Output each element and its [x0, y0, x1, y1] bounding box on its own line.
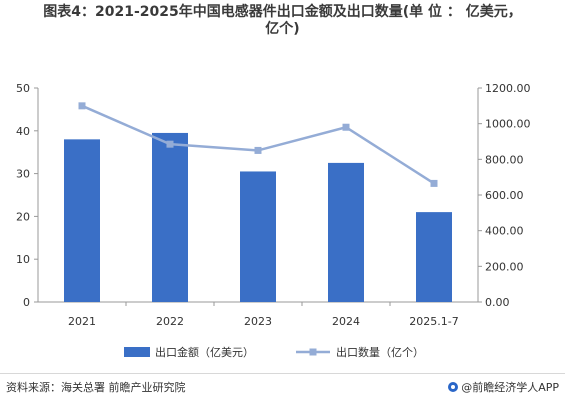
legend-label-bar: 出口金额（亿美元）	[155, 345, 254, 359]
chart-axes: 0 10 20 30 40 50 0.00 200.00 400.00 600.00 800.00 1…	[16, 82, 531, 328]
line-point	[430, 179, 438, 187]
left-tick-label: 10	[16, 253, 30, 266]
legend-label-line: 出口数量（亿个）	[336, 345, 424, 359]
line-point	[78, 102, 86, 110]
bar	[328, 162, 364, 302]
bar-series	[64, 132, 452, 302]
footer-divider	[0, 373, 565, 374]
right-tick-label: 400.00	[485, 225, 524, 238]
chart-title-line-1: 图表4：2021-2025年中国电感器件出口金额及出口数量(单 位 ： 亿美元，	[43, 4, 522, 20]
right-tick-label: 1000.00	[485, 118, 531, 131]
bar	[416, 212, 452, 302]
left-tick-label: 40	[16, 125, 30, 138]
chart-title: 图表4：2021-2025年中国电感器件出口金额及出口数量(单 位 ： 亿美元，…	[0, 4, 565, 38]
x-tick-label: 2025.1-7	[409, 315, 458, 328]
chart-legend: 出口金额（亿美元） 出口数量（亿个）	[124, 345, 424, 359]
line-series	[78, 102, 438, 187]
brand-credit: @前瞻经济学人APP	[448, 379, 559, 395]
bar	[152, 132, 188, 302]
line-point	[166, 140, 174, 148]
x-tick-label: 2022	[156, 315, 184, 328]
brand-logo-icon	[448, 382, 459, 392]
chart-title-line-2: 亿个)	[265, 21, 300, 37]
right-tick-label: 600.00	[485, 189, 524, 202]
x-tick-label: 2024	[332, 315, 360, 328]
brand-credit-label: @前瞻经济学人APP	[461, 381, 559, 394]
x-tick-label: 2021	[68, 315, 96, 328]
left-tick-label: 30	[16, 168, 30, 181]
right-tick-label: 1200.00	[485, 82, 531, 95]
line-point	[254, 146, 262, 154]
left-tick-label: 0	[23, 296, 30, 309]
right-tick-label: 800.00	[485, 153, 524, 166]
right-tick-label: 0.00	[485, 296, 510, 309]
legend-swatch-bar	[124, 347, 150, 357]
bar	[64, 139, 100, 302]
x-tick-label: 2023	[244, 315, 272, 328]
source-note: 资料来源：海关总署 前瞻产业研究院	[6, 381, 186, 394]
right-tick-label: 200.00	[485, 260, 524, 273]
line-point	[342, 123, 350, 131]
legend-swatch-marker	[309, 348, 317, 356]
bar	[240, 171, 276, 302]
left-tick-label: 20	[16, 210, 30, 223]
left-tick-label: 50	[16, 82, 30, 95]
